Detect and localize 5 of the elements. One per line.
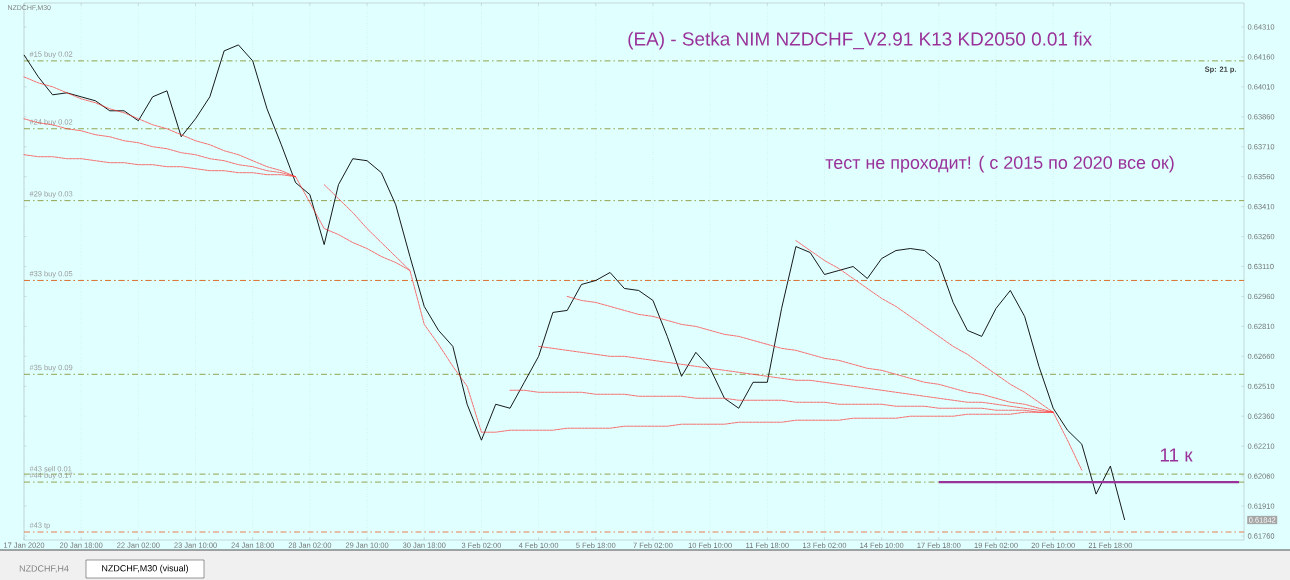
text: (EA) - Setka NIM NZDCHF_V2.91 K13 KD2050 0.01 fix xyxy=(628,31,1092,50)
text: тест не проходит! ( с 2015 по 2020 все ок) xyxy=(825,155,1174,173)
text: NZDCHF,M30 (visual) xyxy=(102,564,189,574)
annotation: 11 к xyxy=(1160,448,1193,462)
text: NZDCHF,H4 xyxy=(19,565,69,573)
